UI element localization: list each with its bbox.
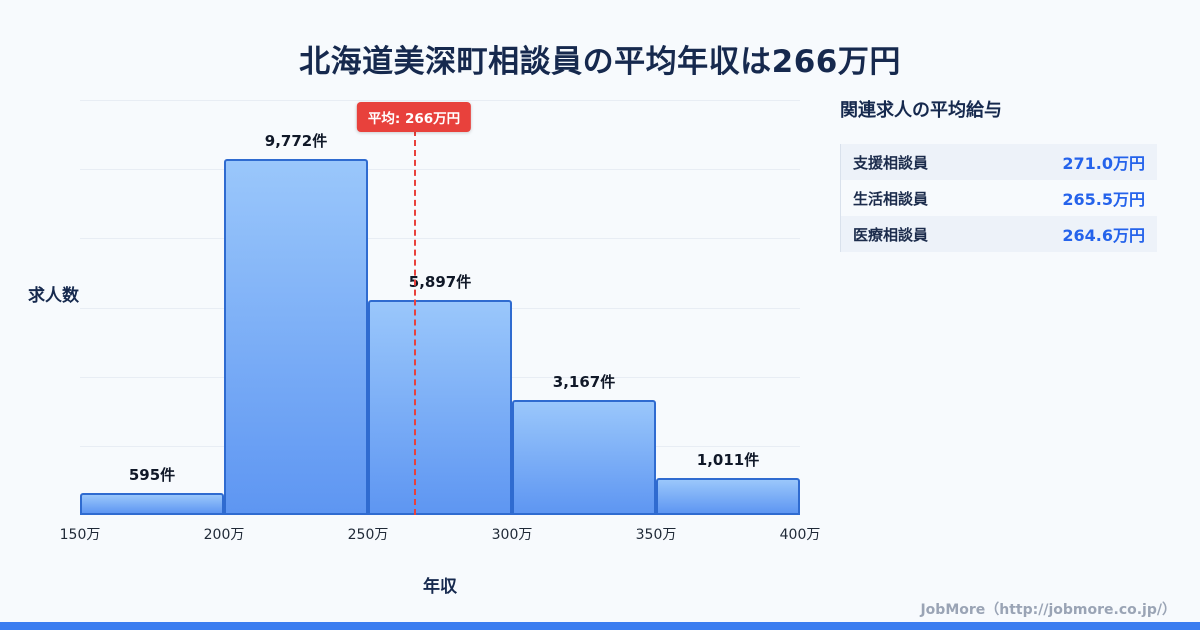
- x-axis-ticks: 150万 200万 250万 300万 350万 400万: [60, 524, 821, 544]
- x-axis-label: 年収: [423, 577, 457, 597]
- panel-heading: 関連求人の平均給与: [840, 100, 1002, 121]
- bar-value-label: 595件: [128, 466, 176, 484]
- salary-row-label: 生活相談員: [853, 189, 929, 208]
- x-tick-label: 200万: [203, 527, 245, 543]
- salary-row: 支援相談員 271.0万円: [841, 144, 1157, 180]
- gridline: [80, 238, 800, 239]
- bar-value-label: 5,897件: [408, 273, 472, 291]
- salary-row: 生活相談員 265.5万円: [841, 180, 1157, 216]
- salary-row-label: 支援相談員: [853, 153, 929, 172]
- histogram-bar-200万-250万: [224, 159, 368, 515]
- histogram-bar-150万-200万: [80, 493, 224, 515]
- footer-credit: JobMore（http://jobmore.co.jp/）: [920, 602, 1176, 618]
- salary-row-value: 271.0万円: [1062, 154, 1145, 173]
- bottom-accent-strip: [0, 622, 1200, 630]
- histogram-bar-250万-300万: [368, 300, 512, 515]
- salary-row-value: 264.6万円: [1062, 226, 1145, 245]
- histogram-bar-300万-350万: [512, 400, 656, 515]
- average-label: 平均: 266万円: [356, 102, 472, 132]
- y-axis-label: 求人数: [28, 286, 79, 306]
- salary-table: 支援相談員 271.0万円 生活相談員 265.5万円 医療相談員 264.6万…: [840, 144, 1157, 252]
- salary-row: 医療相談員 264.6万円: [841, 216, 1157, 252]
- histogram-plot: 595件 9,772件 5,897件 3,167件 1,011件 平均: 266万円: [80, 100, 800, 515]
- related-salary-panel: 関連求人の平均給与 支援相談員 271.0万円 生活相談員 265.5万円 医療…: [840, 96, 1157, 252]
- bar-value-label: 9,772件: [264, 132, 328, 150]
- x-tick-label: 250万: [347, 527, 389, 543]
- bar-value-label: 3,167件: [552, 373, 616, 391]
- x-tick-label: 150万: [59, 527, 101, 543]
- page-title: 北海道美深町相談員の平均年収は266万円: [299, 44, 901, 80]
- x-tick-label: 350万: [635, 527, 677, 543]
- x-tick-label: 400万: [779, 527, 821, 543]
- average-line: [414, 130, 416, 515]
- gridline: [80, 100, 800, 101]
- histogram-bar-350万-400万: [656, 478, 800, 515]
- x-tick-label: 300万: [491, 527, 533, 543]
- gridline: [80, 169, 800, 170]
- salary-row-label: 医療相談員: [853, 225, 929, 244]
- bar-value-label: 1,011件: [696, 451, 760, 469]
- salary-row-value: 265.5万円: [1062, 190, 1145, 209]
